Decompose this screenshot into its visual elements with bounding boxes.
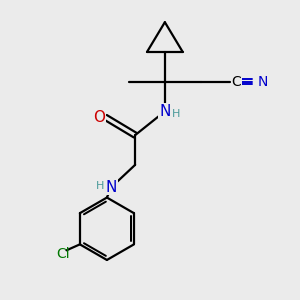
Text: H: H — [96, 181, 104, 191]
Text: C: C — [232, 75, 242, 88]
Text: N: N — [258, 75, 268, 88]
Text: N: N — [159, 104, 170, 119]
Text: O: O — [93, 110, 105, 125]
Text: Cl: Cl — [56, 247, 70, 261]
Text: N: N — [106, 180, 117, 195]
Text: H: H — [172, 109, 180, 119]
